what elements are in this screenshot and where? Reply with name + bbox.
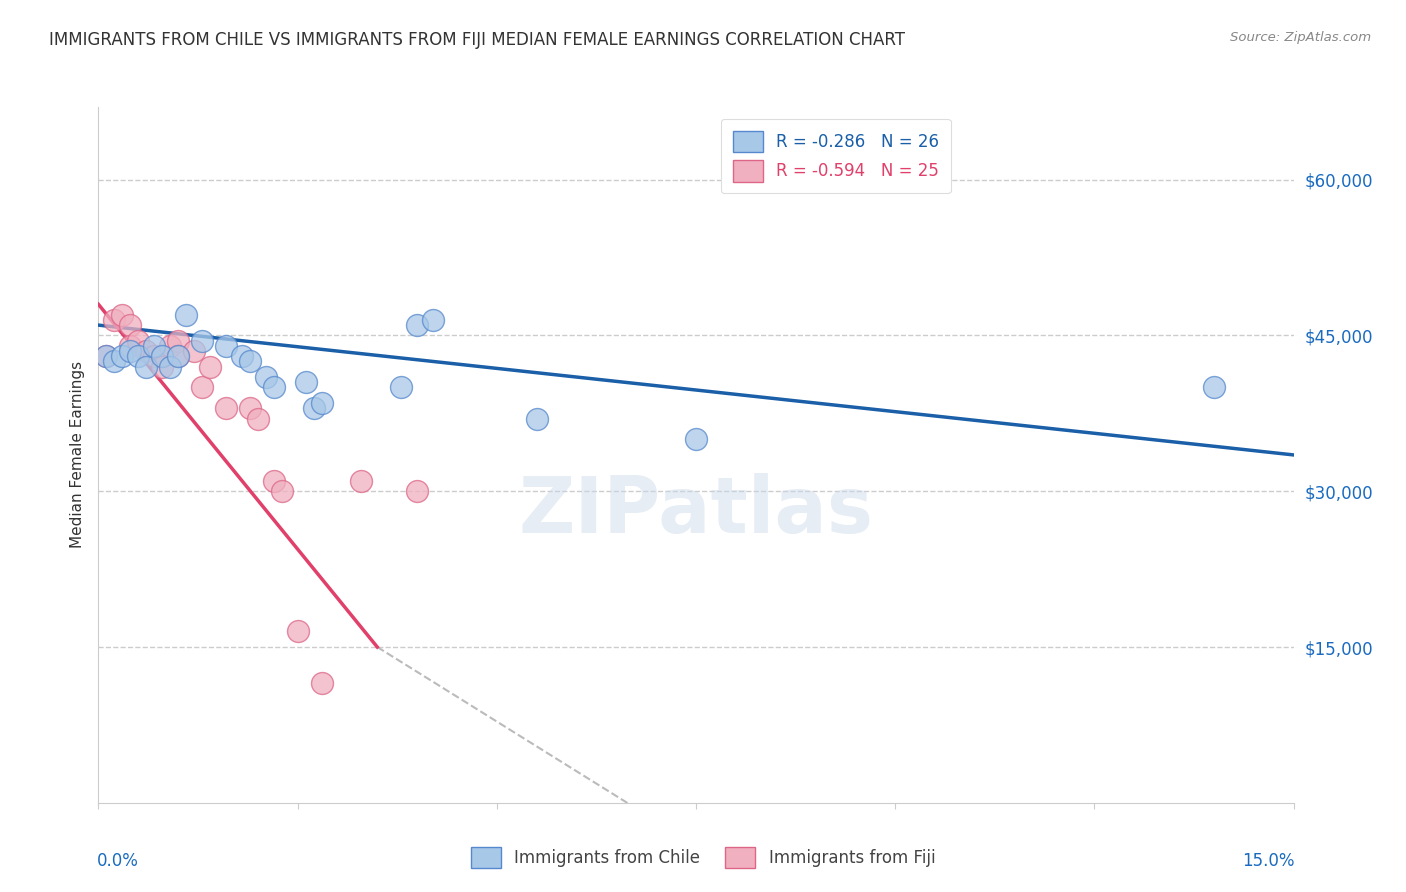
Point — [167, 349, 190, 363]
Point — [526, 411, 548, 425]
Point — [198, 359, 221, 374]
Point — [150, 359, 173, 374]
Point — [270, 484, 292, 499]
Legend: R = -0.286   N = 26, R = -0.594   N = 25: R = -0.286 N = 26, R = -0.594 N = 25 — [721, 119, 950, 194]
Point — [159, 339, 181, 353]
Text: 15.0%: 15.0% — [1243, 852, 1295, 870]
Point — [103, 313, 125, 327]
Point — [287, 624, 309, 639]
Point — [183, 344, 205, 359]
Text: IMMIGRANTS FROM CHILE VS IMMIGRANTS FROM FIJI MEDIAN FEMALE EARNINGS CORRELATION: IMMIGRANTS FROM CHILE VS IMMIGRANTS FROM… — [49, 31, 905, 49]
Point — [1202, 380, 1225, 394]
Point — [294, 376, 316, 390]
Point — [120, 318, 142, 332]
Point — [389, 380, 412, 394]
Point — [167, 349, 190, 363]
Point — [111, 349, 134, 363]
Point — [96, 349, 118, 363]
Point — [311, 396, 333, 410]
Point — [143, 339, 166, 353]
Point — [263, 380, 285, 394]
Point — [406, 318, 429, 332]
Text: Source: ZipAtlas.com: Source: ZipAtlas.com — [1230, 31, 1371, 45]
Point — [302, 401, 325, 416]
Point — [350, 474, 373, 488]
Point — [150, 349, 173, 363]
Y-axis label: Median Female Earnings: Median Female Earnings — [69, 361, 84, 549]
Point — [103, 354, 125, 368]
Point — [215, 339, 238, 353]
Point — [239, 354, 262, 368]
Point — [254, 370, 277, 384]
Point — [127, 349, 149, 363]
Point — [263, 474, 285, 488]
Point — [215, 401, 238, 416]
Point — [406, 484, 429, 499]
Point — [174, 308, 197, 322]
Point — [135, 359, 157, 374]
Point — [422, 313, 444, 327]
Point — [167, 334, 190, 348]
Text: 0.0%: 0.0% — [97, 852, 139, 870]
Point — [239, 401, 262, 416]
Point — [150, 349, 173, 363]
Text: ZIPatlas: ZIPatlas — [519, 473, 873, 549]
Legend: Immigrants from Chile, Immigrants from Fiji: Immigrants from Chile, Immigrants from F… — [464, 840, 942, 875]
Point — [96, 349, 118, 363]
Point — [127, 334, 149, 348]
Point — [143, 349, 166, 363]
Point — [191, 334, 214, 348]
Point — [159, 359, 181, 374]
Point — [135, 344, 157, 359]
Point — [246, 411, 269, 425]
Point — [120, 344, 142, 359]
Point — [685, 433, 707, 447]
Point — [311, 676, 333, 690]
Point — [191, 380, 214, 394]
Point — [231, 349, 253, 363]
Point — [111, 308, 134, 322]
Point — [120, 339, 142, 353]
